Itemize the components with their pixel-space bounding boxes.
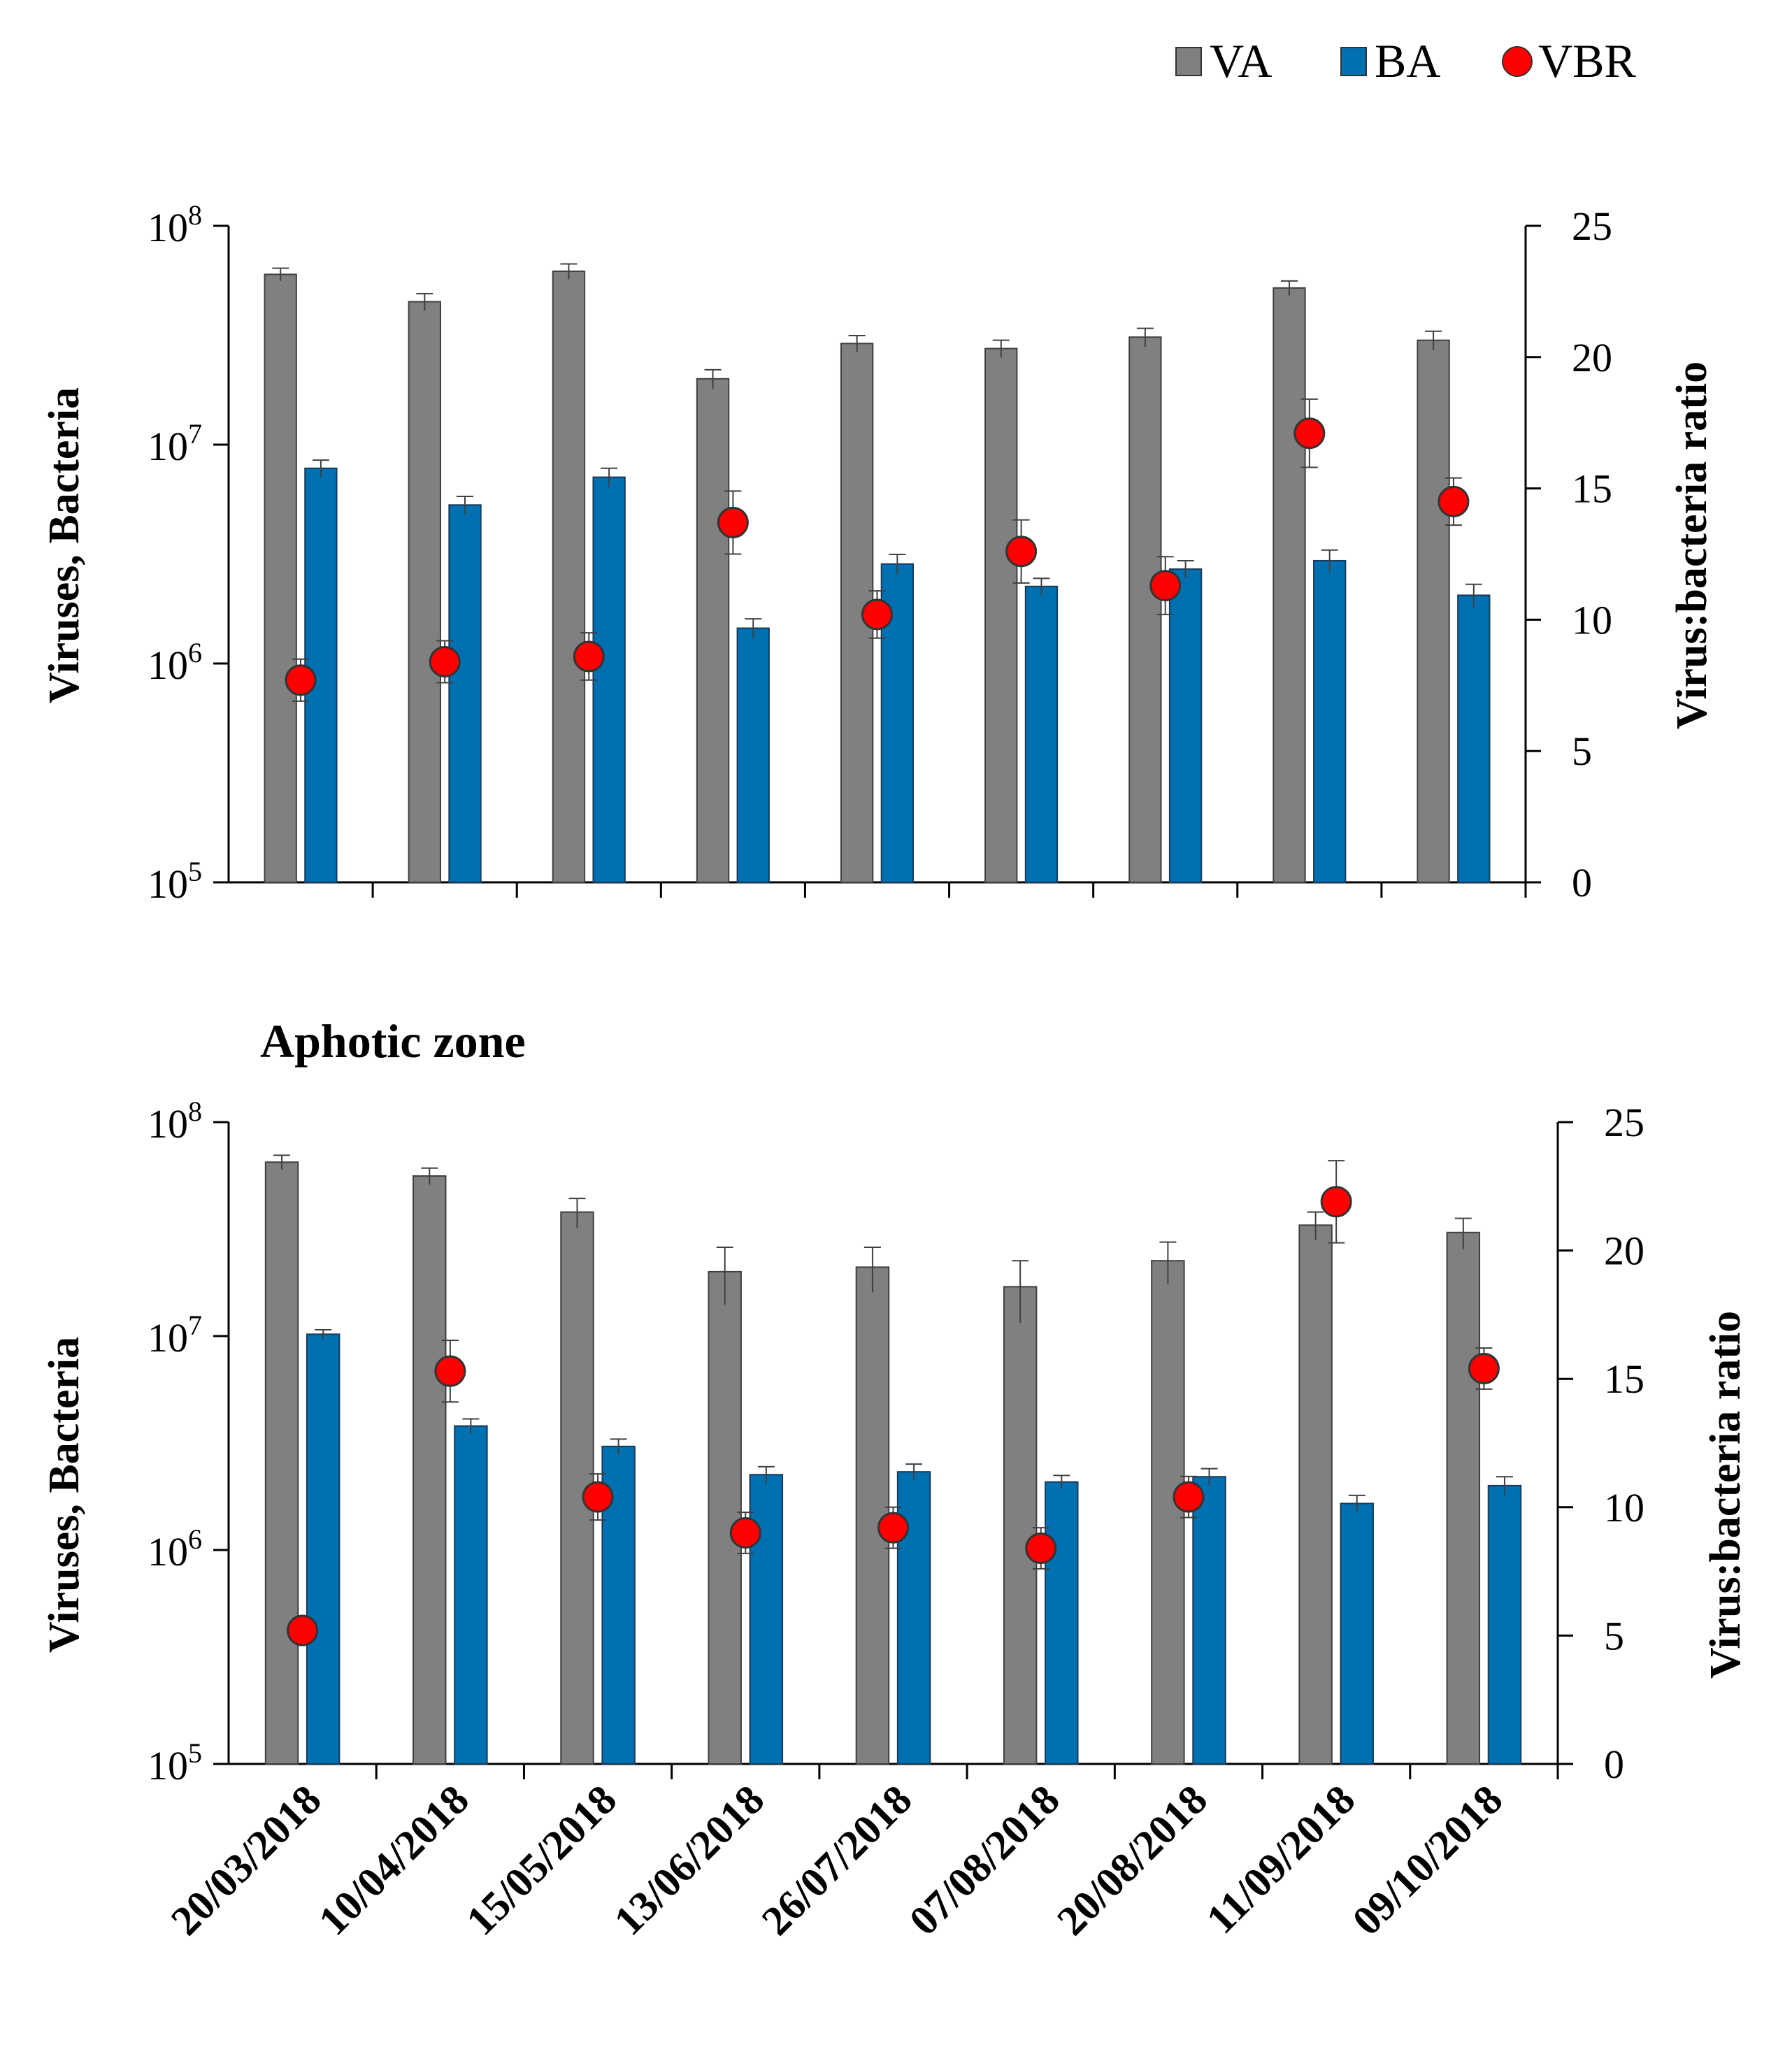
right-tick-label: 25	[1604, 1100, 1644, 1145]
vbr-point	[1025, 1533, 1057, 1565]
legend-swatch-ba	[1340, 47, 1367, 76]
right-tick-label: 25	[1572, 203, 1612, 249]
legend-label-vbr: VBR	[1538, 34, 1636, 87]
bottom-left-axis-label: Viruses, Bacteria	[41, 1337, 88, 1653]
x-tick-label: 20/03/2018	[162, 1777, 330, 1944]
ba-bar	[1192, 1476, 1226, 1765]
x-tick-label: 13/06/2018	[605, 1777, 773, 1944]
right-tick-label: 20	[1604, 1228, 1644, 1274]
bottom-plot-area: 105 106 107 108 0 5 10 15 20 25 20/03/201810/04/20…	[148, 1096, 1644, 1944]
right-tick-label: 0	[1572, 860, 1592, 905]
right-tick-label: 5	[1572, 729, 1592, 774]
bottom-panel-title: Aphotic zone	[260, 1014, 526, 1068]
ba-bar	[736, 627, 770, 883]
vbr-point	[582, 1481, 614, 1513]
right-tick-label: 0	[1604, 1742, 1624, 1787]
va-bar	[264, 273, 297, 883]
right-tick-label: 10	[1604, 1485, 1644, 1530]
va-bar	[552, 270, 586, 884]
x-tick-label: 09/10/2018	[1344, 1777, 1512, 1944]
x-tick-label: 26/07/2018	[753, 1777, 921, 1944]
va-bar	[1446, 1231, 1481, 1765]
va-bar	[1417, 339, 1450, 883]
vbr-point	[1468, 1353, 1500, 1385]
vbr-point	[429, 645, 461, 677]
bottom-right-axis-label: Virus:bacteria ratio	[1702, 1311, 1749, 1679]
x-tick-label: 11/09/2018	[1198, 1777, 1364, 1943]
va-bar	[1128, 336, 1162, 883]
right-tick-label: 15	[1572, 466, 1612, 512]
va-bar	[696, 378, 730, 883]
bottom-panel: Aphotic zone Viruses, Bacteria Virus:bac…	[41, 1014, 1749, 1944]
legend-swatch-va	[1175, 47, 1202, 76]
vbr-point	[717, 506, 749, 538]
vbr-point	[1293, 417, 1326, 450]
va-bar	[413, 1175, 447, 1765]
ba-bar	[448, 504, 482, 883]
right-tick-label: 15	[1604, 1356, 1644, 1402]
ba-bar	[306, 1333, 341, 1765]
vbr-point	[861, 598, 893, 631]
left-tick-label: 108	[148, 1096, 202, 1147]
x-tick-label: 10/04/2018	[310, 1777, 478, 1944]
vbr-point	[729, 1517, 761, 1549]
vbr-point	[1320, 1186, 1352, 1218]
ba-bar	[1045, 1481, 1079, 1765]
va-bar	[984, 347, 1018, 883]
vbr-point	[1438, 485, 1470, 517]
left-tick-label: 105	[148, 856, 202, 907]
ba-bar	[1487, 1484, 1522, 1765]
vbr-point	[1173, 1481, 1205, 1513]
vbr-point	[1149, 570, 1182, 602]
va-bar	[1298, 1224, 1333, 1765]
left-tick-label: 107	[148, 1309, 202, 1361]
top-left-axis-label: Viruses, Bacteria	[41, 387, 88, 703]
right-tick-label: 5	[1604, 1613, 1624, 1658]
left-tick-label: 108	[148, 199, 202, 250]
left-tick-label: 107	[148, 418, 202, 469]
legend-label-ba: BA	[1375, 34, 1440, 87]
top-right-axis-label: Virus:bacteria ratio	[1668, 361, 1716, 729]
va-bar	[708, 1270, 742, 1765]
ba-bar	[1457, 594, 1491, 883]
legend-marker-vbr	[1502, 46, 1533, 77]
top-plot-area: 105 106 107 108 0 5 10 15 20 25	[148, 199, 1612, 907]
top-panel: Viruses, Bacteria Virus:bacteria ratio 1…	[41, 199, 1716, 907]
vbr-point	[1005, 536, 1038, 568]
va-bar	[1151, 1260, 1185, 1765]
ba-bar	[1340, 1502, 1374, 1765]
legend-label-va: VA	[1210, 34, 1272, 87]
x-tick-label: 20/08/2018	[1048, 1777, 1216, 1944]
va-bar	[1273, 287, 1306, 884]
ba-bar	[454, 1425, 488, 1765]
left-tick-label: 105	[148, 1737, 202, 1788]
vbr-point	[877, 1512, 909, 1544]
ba-bar	[592, 476, 626, 883]
va-bar	[408, 301, 441, 883]
legend: VA BA VBR	[1175, 34, 1636, 87]
vbr-point	[285, 664, 317, 696]
ba-bar	[1024, 585, 1059, 883]
va-bar	[264, 1161, 299, 1765]
ba-bar	[749, 1474, 784, 1765]
left-tick-label: 106	[148, 637, 202, 688]
right-tick-label: 10	[1572, 597, 1612, 643]
left-tick-label: 106	[148, 1523, 202, 1574]
vbr-point	[573, 640, 605, 673]
x-tick-label: 07/08/2018	[901, 1777, 1068, 1944]
va-bar	[1003, 1286, 1038, 1765]
ba-bar	[1168, 568, 1203, 883]
ba-bar	[1313, 559, 1347, 883]
vbr-point	[287, 1614, 319, 1646]
x-tick-label: 15/05/2018	[457, 1777, 625, 1944]
right-tick-label: 20	[1572, 335, 1612, 380]
vbr-point	[434, 1355, 466, 1387]
